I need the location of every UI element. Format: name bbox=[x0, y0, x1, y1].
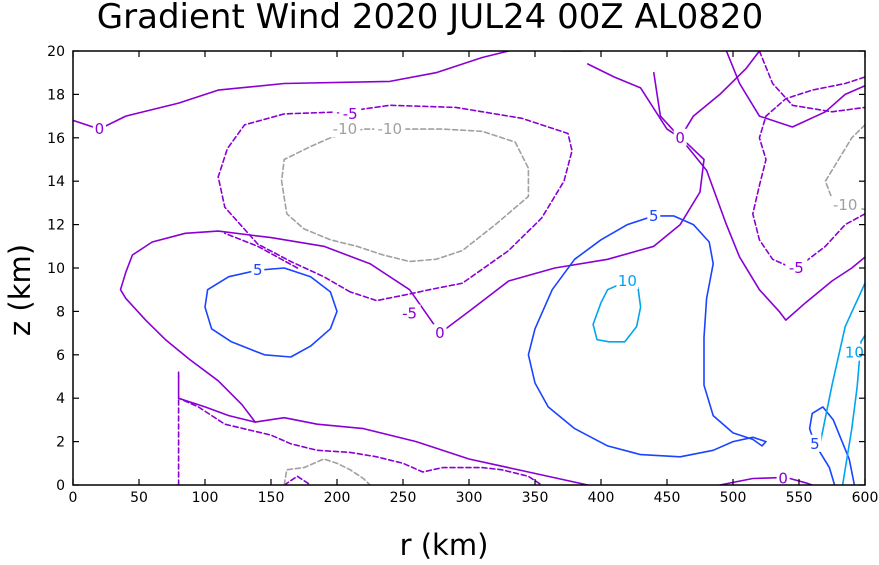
y-tick-label: 14 bbox=[47, 174, 65, 190]
contour-line-0-4 bbox=[119, 51, 761, 423]
y-tick-label: 2 bbox=[56, 435, 65, 451]
x-tick-label: 600 bbox=[852, 490, 879, 506]
contour-label--10: -10 bbox=[378, 120, 403, 138]
contour-label-0: 0 bbox=[95, 120, 105, 138]
contour-line--10-0 bbox=[283, 458, 371, 485]
contour-line-5-1 bbox=[527, 215, 767, 458]
contour-label--5: -5 bbox=[402, 305, 417, 323]
contour-label--10: -10 bbox=[333, 120, 358, 138]
contour-line-5-2 bbox=[808, 406, 856, 485]
y-tick-label: 8 bbox=[56, 304, 65, 320]
contour-label-bg bbox=[673, 128, 687, 146]
contour-line--5-1 bbox=[283, 475, 312, 485]
contour-line--5-0 bbox=[177, 375, 543, 485]
contour-label-10: 10 bbox=[845, 344, 864, 362]
x-tick-label: 350 bbox=[522, 490, 549, 506]
contour-line-0-0 bbox=[73, 51, 510, 130]
contour-label--5: -5 bbox=[343, 105, 358, 123]
y-tick-label: 16 bbox=[47, 131, 65, 147]
y-tick-label: 6 bbox=[56, 348, 65, 364]
contour-label-10: 10 bbox=[618, 272, 637, 290]
contour-label-bg bbox=[339, 104, 362, 122]
x-tick-label: 150 bbox=[258, 490, 285, 506]
contour-label-bg bbox=[251, 261, 265, 279]
contour-label-bg bbox=[785, 259, 808, 276]
y-tick-label: 4 bbox=[56, 391, 65, 407]
contour-line-10-0 bbox=[592, 280, 642, 343]
contour-label-5: 5 bbox=[253, 261, 263, 279]
x-tick-label: 400 bbox=[588, 490, 615, 506]
contour-label-bg bbox=[808, 434, 822, 452]
contour-label-5: 5 bbox=[810, 435, 820, 453]
contour-label-bg bbox=[329, 120, 361, 138]
contour-label--5: -5 bbox=[789, 259, 804, 277]
contour-line-5-0 bbox=[204, 267, 338, 358]
axes: 0 50 100 150 200 250 300 350 400 450 500 550 6000246… bbox=[47, 44, 878, 506]
chart-title: Gradient Wind 2020 JUL24 00Z AL0820 bbox=[97, 0, 763, 37]
y-axis-label: z (km) bbox=[3, 244, 37, 336]
contour-line--5-3 bbox=[217, 104, 573, 302]
contour-line-0-2 bbox=[177, 397, 589, 485]
y-tick-label: 12 bbox=[47, 218, 65, 234]
contour-line--5-2 bbox=[224, 232, 299, 269]
contour-label-bg bbox=[843, 343, 866, 361]
x-tick-label: 250 bbox=[390, 490, 417, 506]
contour-label-bg bbox=[433, 324, 447, 342]
contour-label-bg bbox=[776, 469, 790, 487]
contour-label-0: 0 bbox=[778, 469, 788, 487]
contour-label-bg bbox=[829, 196, 861, 214]
contour-line--10-1 bbox=[280, 128, 530, 263]
contour-label-0: 0 bbox=[675, 129, 685, 147]
x-tick-label: 50 bbox=[130, 490, 148, 506]
x-tick-label: 200 bbox=[324, 490, 351, 506]
x-tick-label: 550 bbox=[786, 490, 813, 506]
contour-label-bg bbox=[92, 120, 106, 138]
contour-layer bbox=[73, 51, 865, 485]
contour-line-10-2 bbox=[819, 282, 865, 445]
y-tick-label: 18 bbox=[47, 87, 65, 103]
contour-label-0: 0 bbox=[435, 324, 445, 342]
y-tick-label: 0 bbox=[56, 478, 65, 494]
contour-label-5: 5 bbox=[649, 207, 659, 225]
contour-line-10-1 bbox=[841, 334, 865, 485]
contour-line--5-5 bbox=[752, 76, 865, 269]
x-tick-label: 0 bbox=[69, 490, 78, 506]
x-tick-label: 500 bbox=[720, 490, 747, 506]
contour-label-bg bbox=[374, 120, 406, 138]
contour-line-0-6 bbox=[587, 63, 681, 139]
contour-label-bg bbox=[647, 206, 661, 224]
x-axis-label: r (km) bbox=[400, 528, 489, 561]
y-tick-label: 20 bbox=[47, 44, 65, 60]
x-tick-label: 450 bbox=[654, 490, 681, 506]
contour-line-0-7 bbox=[725, 51, 865, 128]
contour-label-bg bbox=[616, 272, 639, 290]
x-tick-label: 100 bbox=[192, 490, 219, 506]
contour-line--5-4 bbox=[758, 51, 865, 113]
contour-label--10: -10 bbox=[833, 196, 858, 214]
contour-label-bg bbox=[398, 304, 421, 322]
x-tick-label: 300 bbox=[456, 490, 483, 506]
contour-line-0-8 bbox=[719, 476, 813, 485]
y-tick-label: 10 bbox=[47, 261, 65, 277]
